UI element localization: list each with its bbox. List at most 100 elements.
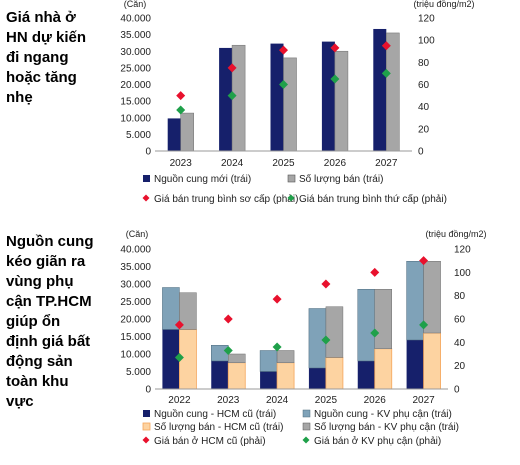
secondary-price-marker xyxy=(176,105,186,115)
chart2-heading: Nguồn cung kéo giãn ra vùng phụ cận TP.H… xyxy=(6,232,93,412)
heading-line: kéo giãn ra xyxy=(6,253,86,270)
primary-price-marker xyxy=(227,63,237,73)
hcm-price-marker xyxy=(370,267,380,277)
x-tick-label: 2025 xyxy=(272,158,295,169)
chart1-heading: Giá nhà ở HN dự kiến đi ngang hoặc tăng … xyxy=(6,8,86,108)
right-axis-unit: (triệu đồng/m2) xyxy=(413,0,474,9)
right-tick-label: 120 xyxy=(418,14,435,25)
sold-bar xyxy=(283,57,297,152)
x-tick-label: 2023 xyxy=(170,158,193,169)
supply-kv-bar xyxy=(406,261,424,341)
heading-line: vùng phụ xyxy=(6,273,74,290)
right-tick-label: 0 xyxy=(454,385,460,396)
legend-label-primary: Giá bán trung bình sơ cấp (phải) xyxy=(154,193,298,205)
supply-hcm-bar xyxy=(308,368,326,389)
hcm-price-marker xyxy=(272,294,282,304)
left-tick-label: 25.000 xyxy=(120,297,151,308)
left-tick-label: 10.000 xyxy=(120,350,151,361)
sold-hcm-bar xyxy=(276,362,295,390)
left-tick-label: 0 xyxy=(145,385,151,396)
legend-label-secondary: Giá bán trung bình thứ cấp (phải) xyxy=(299,193,447,205)
left-tick-label: 15.000 xyxy=(120,97,151,108)
left-axis-unit: (Căn) xyxy=(126,229,149,239)
heading-line: giúp ổn xyxy=(6,313,61,330)
primary-price-marker xyxy=(381,41,391,51)
sold-hcm-bar xyxy=(374,348,393,390)
right-tick-label: 60 xyxy=(454,315,466,326)
right-axis-unit: (triệu đồng/m2) xyxy=(425,229,486,239)
right-tick-label: 60 xyxy=(418,80,430,91)
left-tick-label: 30.000 xyxy=(120,47,151,58)
x-tick-label: 2027 xyxy=(375,158,398,169)
supply-bar xyxy=(270,43,284,151)
heading-line: nhẹ xyxy=(6,89,33,106)
sold-kv-bar xyxy=(179,292,197,330)
supply-hcm-bar xyxy=(260,371,278,389)
legend-label-sold-hcm: Số lượng bán - HCM cũ (trái) xyxy=(154,421,283,433)
kv-price-marker xyxy=(174,353,184,362)
left-tick-label: 40.000 xyxy=(120,14,151,25)
right-tick-label: 100 xyxy=(418,36,435,47)
sold-kv-bar xyxy=(228,353,246,363)
right-tick-label: 80 xyxy=(454,291,466,302)
heading-line: Giá nhà ở xyxy=(6,9,76,26)
legend-swatch-supply-hcm xyxy=(143,410,150,417)
secondary-price-marker xyxy=(330,74,340,84)
hcm-price-marker xyxy=(419,256,429,266)
legend-swatch-kv-price xyxy=(302,436,310,444)
legend-swatch-supply-kv xyxy=(302,409,311,418)
supply-bar xyxy=(219,47,233,151)
heading-line: định giá bất xyxy=(6,333,91,350)
left-tick-label: 5.000 xyxy=(126,130,151,141)
primary-price-marker xyxy=(176,91,186,101)
heading-line: vực xyxy=(6,393,34,410)
left-tick-label: 40.000 xyxy=(120,245,151,256)
sold-hcm-bar xyxy=(227,362,246,390)
right-tick-label: 20 xyxy=(418,124,430,135)
kv-price-marker xyxy=(321,335,331,345)
secondary-price-marker xyxy=(381,68,391,78)
legend-swatch-sold xyxy=(287,174,296,183)
right-tick-label: 40 xyxy=(454,338,466,349)
kv-price-marker xyxy=(370,328,380,338)
heading-line: Nguồn cung xyxy=(6,233,94,250)
secondary-price-marker xyxy=(279,80,288,89)
supply-hcm-bar xyxy=(357,361,375,389)
x-tick-label: 2026 xyxy=(324,158,347,169)
x-tick-label: 2027 xyxy=(412,395,435,406)
right-tick-label: 80 xyxy=(418,58,430,69)
x-tick-label: 2024 xyxy=(266,395,289,406)
primary-price-marker xyxy=(330,43,340,53)
legend-label-supply-kv: Nguồn cung - KV phụ cận (trái) xyxy=(314,408,452,420)
supply-hcm-bar xyxy=(162,329,180,389)
legend-swatch-sold-kv xyxy=(302,422,311,431)
kv-price-marker xyxy=(419,320,429,330)
left-tick-label: 20.000 xyxy=(120,80,151,91)
heading-line: đi ngang xyxy=(6,49,69,66)
x-tick-label: 2022 xyxy=(168,395,191,406)
left-tick-label: 25.000 xyxy=(120,63,151,74)
heading-line: toàn khu xyxy=(6,373,69,390)
legend-swatch-hcm-price xyxy=(142,436,150,444)
sold-hcm-bar xyxy=(325,357,344,390)
supply-bar xyxy=(373,28,387,151)
sold-hcm-bar xyxy=(423,332,441,390)
legend-label-sold-kv: Số lượng bán - KV phụ cận (trái) xyxy=(314,421,459,433)
right-tick-label: 40 xyxy=(418,102,430,113)
sold-bar xyxy=(180,112,194,152)
legend-swatch-primary xyxy=(142,194,150,202)
heading-line: HN dự kiến xyxy=(6,29,87,46)
sold-kv-bar xyxy=(374,289,392,349)
hcm-price-marker xyxy=(223,314,233,324)
supply-kv-bar xyxy=(357,289,375,362)
legend-swatch-supply xyxy=(143,175,150,182)
legend-label-supply-hcm: Nguồn cung - HCM cũ (trái) xyxy=(154,408,276,420)
right-tick-label: 120 xyxy=(454,245,471,256)
legend-swatch-secondary xyxy=(287,194,295,202)
right-tick-label: 0 xyxy=(418,147,424,158)
left-tick-label: 35.000 xyxy=(120,30,151,41)
hcm-price-marker xyxy=(174,320,184,330)
legend-label-sold: Số lượng bán (trái) xyxy=(299,173,383,185)
supply-hcm-bar xyxy=(406,340,424,389)
